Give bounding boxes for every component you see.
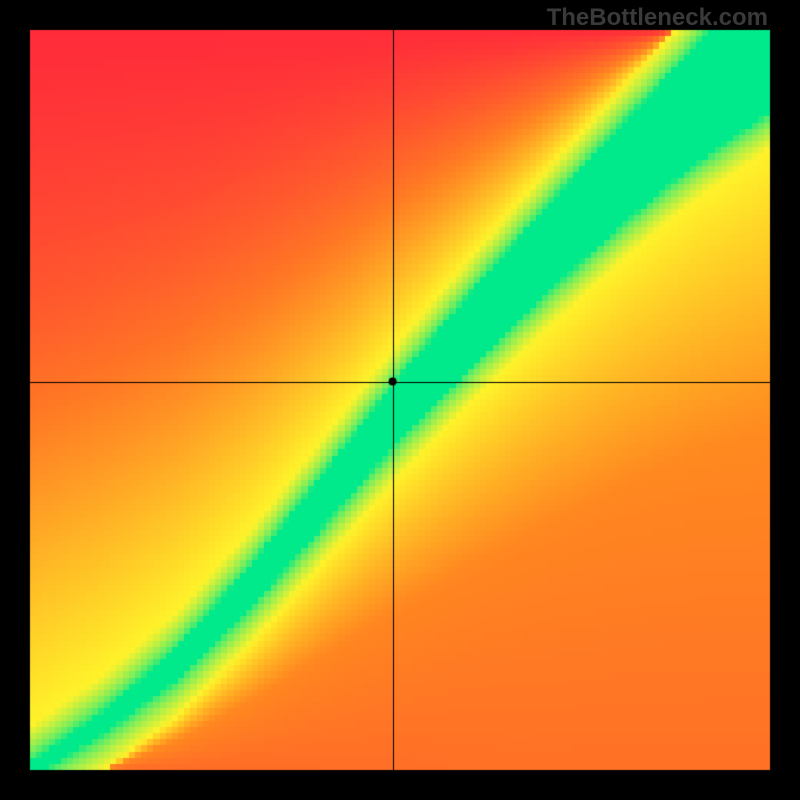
- source-watermark: TheBottleneck.com: [547, 4, 768, 32]
- bottleneck-heatmap: [0, 0, 800, 800]
